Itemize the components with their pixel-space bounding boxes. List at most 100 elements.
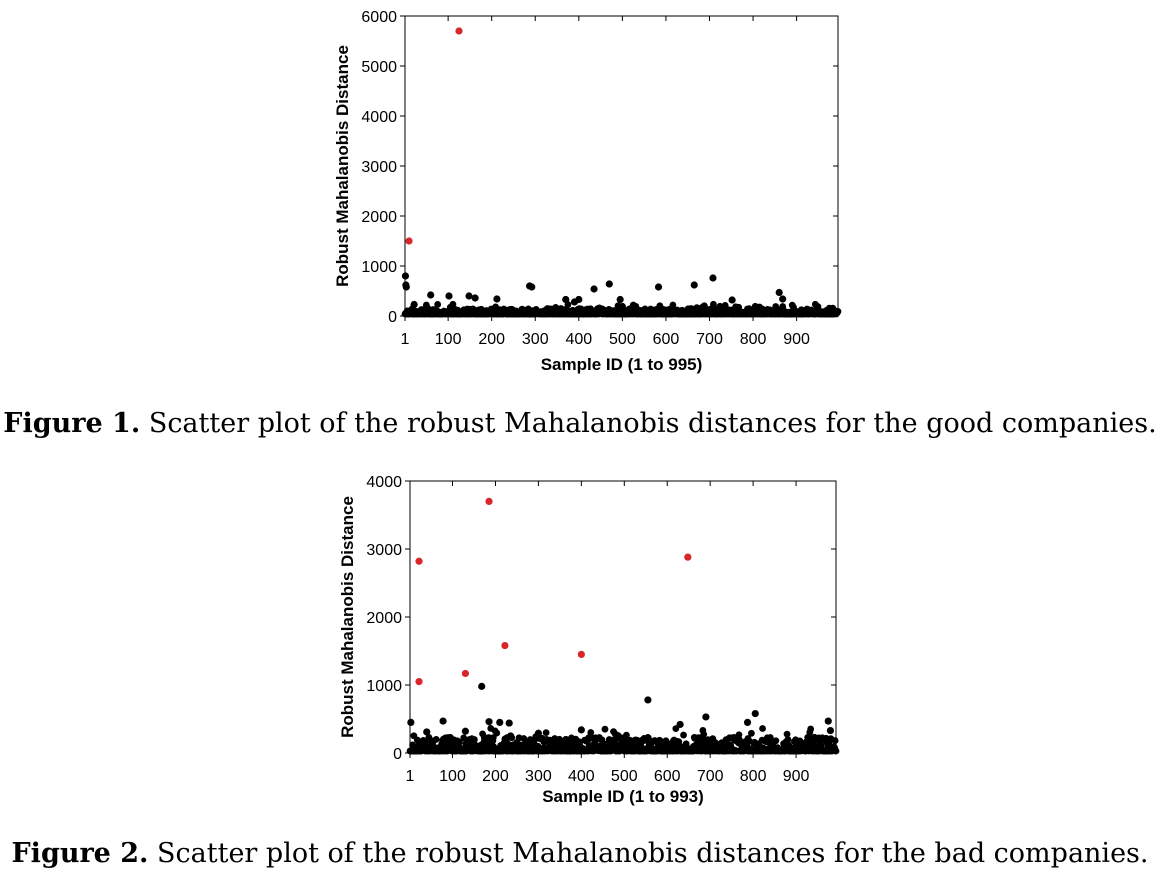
x-tick-label: 1 (406, 768, 415, 785)
outlier-point (405, 237, 413, 245)
x-tick-label: 700 (696, 331, 723, 348)
y-tick-label: 2000 (361, 209, 397, 226)
bulk-points (401, 300, 842, 318)
data-point (542, 729, 550, 737)
x-tick-label: 300 (525, 768, 552, 785)
data-point (427, 291, 435, 299)
data-point (832, 747, 840, 755)
data-point (772, 737, 780, 745)
outlier-point (485, 497, 493, 505)
data-point (824, 717, 832, 725)
outlier-point (461, 669, 469, 678)
data-point (496, 718, 504, 726)
outlier-point (501, 641, 509, 650)
y-tick-label: 5000 (361, 59, 397, 76)
data-point (702, 713, 710, 721)
x-axis-title: Sample ID (1 to 995) (541, 355, 703, 374)
x-axis-title: Sample ID (1 to 993) (542, 787, 704, 806)
x-tick-label: 600 (654, 768, 681, 785)
bulk-points (406, 724, 840, 755)
data-point (508, 734, 516, 742)
plot-frame (404, 15, 839, 317)
data-point (439, 717, 447, 725)
outlier-point (455, 27, 463, 35)
x-tick-label: 500 (609, 331, 636, 348)
figure-2: 1 100 200 300 400 500 600 700 800 900 0 1000 2000 300… (0, 460, 1160, 893)
data-point (834, 308, 842, 315)
y-tick-label: 6000 (361, 9, 397, 26)
x-tick-label: 400 (568, 768, 595, 785)
plot-frame (409, 480, 837, 754)
data-point (623, 731, 630, 739)
y-tick-label: 4000 (366, 474, 402, 491)
outlier-point (577, 650, 585, 658)
data-point (783, 730, 791, 738)
scatter-plot-1: 1 100 200 300 400 500 600 700 800 900 0 1000 2000 300… (333, 9, 842, 374)
data-point (605, 280, 613, 288)
data-point (493, 729, 501, 737)
data-point (455, 738, 463, 746)
figure-1-caption-text: Scatter plot of the robust Mahalanobis d… (140, 408, 1157, 439)
x-tick-label: 600 (653, 331, 680, 348)
data-point (471, 736, 478, 743)
data-point (616, 295, 624, 304)
data-point (478, 682, 486, 690)
data-point (465, 292, 473, 300)
y-tick-label: 3000 (361, 159, 397, 176)
x-tick-label: 200 (478, 331, 505, 348)
data-point (471, 294, 479, 302)
data-point (401, 272, 410, 280)
x-tick-label: 1 (401, 331, 410, 348)
data-point (505, 719, 513, 727)
data-point (577, 726, 585, 734)
x-tick-label: 100 (439, 768, 466, 785)
outlier-point (684, 553, 692, 561)
y-axis-title: Robust Mahalanobis Distance (338, 496, 357, 738)
data-point (779, 295, 787, 303)
data-point (669, 301, 677, 309)
scatter-plot-2: 1 100 200 300 400 500 600 700 800 900 0 1000 2000 300… (338, 474, 840, 806)
data-point (423, 728, 431, 736)
data-point (735, 731, 743, 739)
data-point (575, 295, 583, 304)
outlier-point (415, 557, 423, 565)
data-point (587, 729, 595, 736)
data-point (612, 731, 620, 739)
y-tick-label: 0 (388, 309, 397, 326)
y-axis-title: Robust Mahalanobis Distance (333, 45, 352, 287)
data-point (700, 731, 708, 738)
figure-2-caption-text: Scatter plot of the robust Mahalanobis d… (148, 838, 1149, 869)
data-point (709, 274, 717, 282)
x-tick-label: 800 (740, 768, 767, 785)
data-point (461, 727, 469, 735)
figure-1: 1 100 200 300 400 500 600 700 800 900 0 1000 2000 300… (3, 9, 1157, 439)
data-point (728, 296, 736, 304)
x-tick-label: 500 (611, 768, 638, 785)
data-point (654, 283, 663, 291)
data-point (831, 737, 839, 744)
y-tick-label: 3000 (366, 542, 402, 559)
data-point (601, 725, 609, 733)
data-point (618, 302, 626, 311)
data-point (528, 283, 536, 291)
x-tick-label: 200 (482, 768, 509, 785)
y-tick-label: 1000 (361, 259, 397, 276)
data-point (807, 725, 815, 733)
data-point (407, 718, 415, 726)
data-point (534, 729, 543, 737)
x-tick-label: 100 (435, 331, 462, 348)
x-tick-label: 900 (783, 331, 810, 348)
data-point (590, 285, 598, 293)
data-point (449, 300, 457, 308)
data-point (432, 735, 440, 743)
data-point (826, 726, 835, 735)
data-point (784, 736, 792, 743)
x-tick-label: 300 (522, 331, 549, 348)
data-point (445, 292, 453, 300)
data-point (410, 300, 418, 309)
data-point (562, 295, 570, 304)
data-point (680, 731, 687, 739)
data-point (402, 283, 410, 291)
data-point (676, 720, 684, 729)
data-point (775, 288, 783, 297)
